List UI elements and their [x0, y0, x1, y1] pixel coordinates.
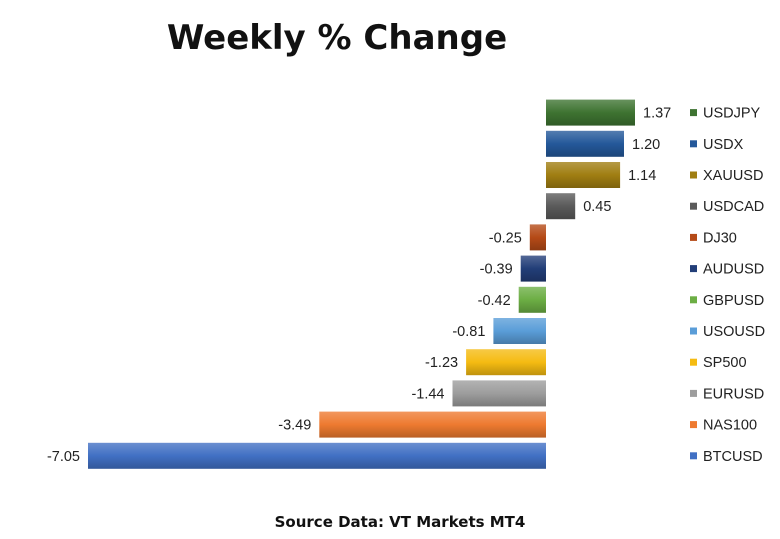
legend-label-xauusd: XAUUSD: [703, 168, 763, 184]
bar-dj30: [529, 224, 546, 251]
legend-swatch-usousd: [690, 327, 697, 335]
legend-swatch-nas100: [690, 421, 697, 429]
bars-group: [88, 99, 635, 469]
value-label-gbpusd: -0.42: [478, 293, 511, 309]
legend-swatch-btcusd: [690, 452, 697, 460]
legend-swatch-audusd: [690, 265, 697, 273]
value-label-dj30: -0.25: [489, 230, 522, 246]
legend-label-nas100: NAS100: [703, 418, 757, 434]
bar-xauusd: [546, 162, 621, 188]
legend-label-usdx: USDX: [703, 137, 744, 153]
legend-label-btcusd: BTCUSD: [703, 449, 763, 465]
bar-nas100: [319, 411, 546, 438]
bar-usdcad: [546, 193, 576, 220]
legend-label-usdcad: USDCAD: [703, 199, 764, 215]
bar-gbpusd: [518, 286, 546, 313]
legend-swatch-dj30: [690, 233, 697, 241]
legend-swatch-xauusd: [690, 171, 697, 179]
bar-usdjpy: [546, 99, 635, 126]
bar-audusd: [520, 255, 546, 282]
bar-eurusd: [452, 380, 546, 407]
value-label-audusd: -0.39: [480, 262, 513, 278]
value-label-usdjpy: 1.37: [643, 106, 671, 122]
legend-swatch-usdcad: [690, 202, 697, 210]
value-label-eurusd: -1.44: [411, 386, 444, 402]
value-label-nas100: -3.49: [278, 418, 311, 434]
legend-label-usousd: USOUSD: [703, 324, 765, 340]
legend-swatch-eurusd: [690, 389, 697, 397]
value-label-usdx: 1.20: [632, 137, 660, 153]
legend-label-eurusd: EURUSD: [703, 386, 764, 402]
value-label-btcusd: -7.05: [47, 449, 80, 465]
legend-swatch-usdx: [690, 140, 697, 148]
chart-title: Weekly % Change: [167, 18, 507, 58]
legend-label-sp500: SP500: [703, 355, 747, 371]
value-label-usdcad: 0.45: [583, 199, 611, 215]
legend-label-gbpusd: GBPUSD: [703, 293, 764, 309]
value-label-sp500: -1.23: [425, 355, 458, 371]
legend-label-audusd: AUDUSD: [703, 262, 764, 278]
legend-swatch-usdjpy: [690, 109, 697, 117]
bar-usdx: [546, 130, 624, 157]
source-note: Source Data: VT Markets MT4: [275, 513, 526, 531]
legend-label-usdjpy: USDJPY: [703, 106, 761, 122]
legend: USDJPY USDX XAUUSD USDCAD DJ30 AUDUSD GBPUSD US…: [690, 106, 765, 465]
bar-btcusd: [88, 442, 546, 469]
value-label-xauusd: 1.14: [628, 168, 656, 184]
value-label-usousd: -0.81: [452, 324, 485, 340]
legend-label-dj30: DJ30: [703, 230, 737, 246]
legend-swatch-sp500: [690, 358, 697, 366]
value-labels-group: 1.37 1.20 1.14 0.45 -0.25 -0.39 -0.42 -0.81 -1.2…: [47, 106, 671, 465]
legend-swatch-gbpusd: [690, 296, 697, 304]
bar-sp500: [466, 349, 546, 376]
bar-usousd: [493, 318, 546, 344]
